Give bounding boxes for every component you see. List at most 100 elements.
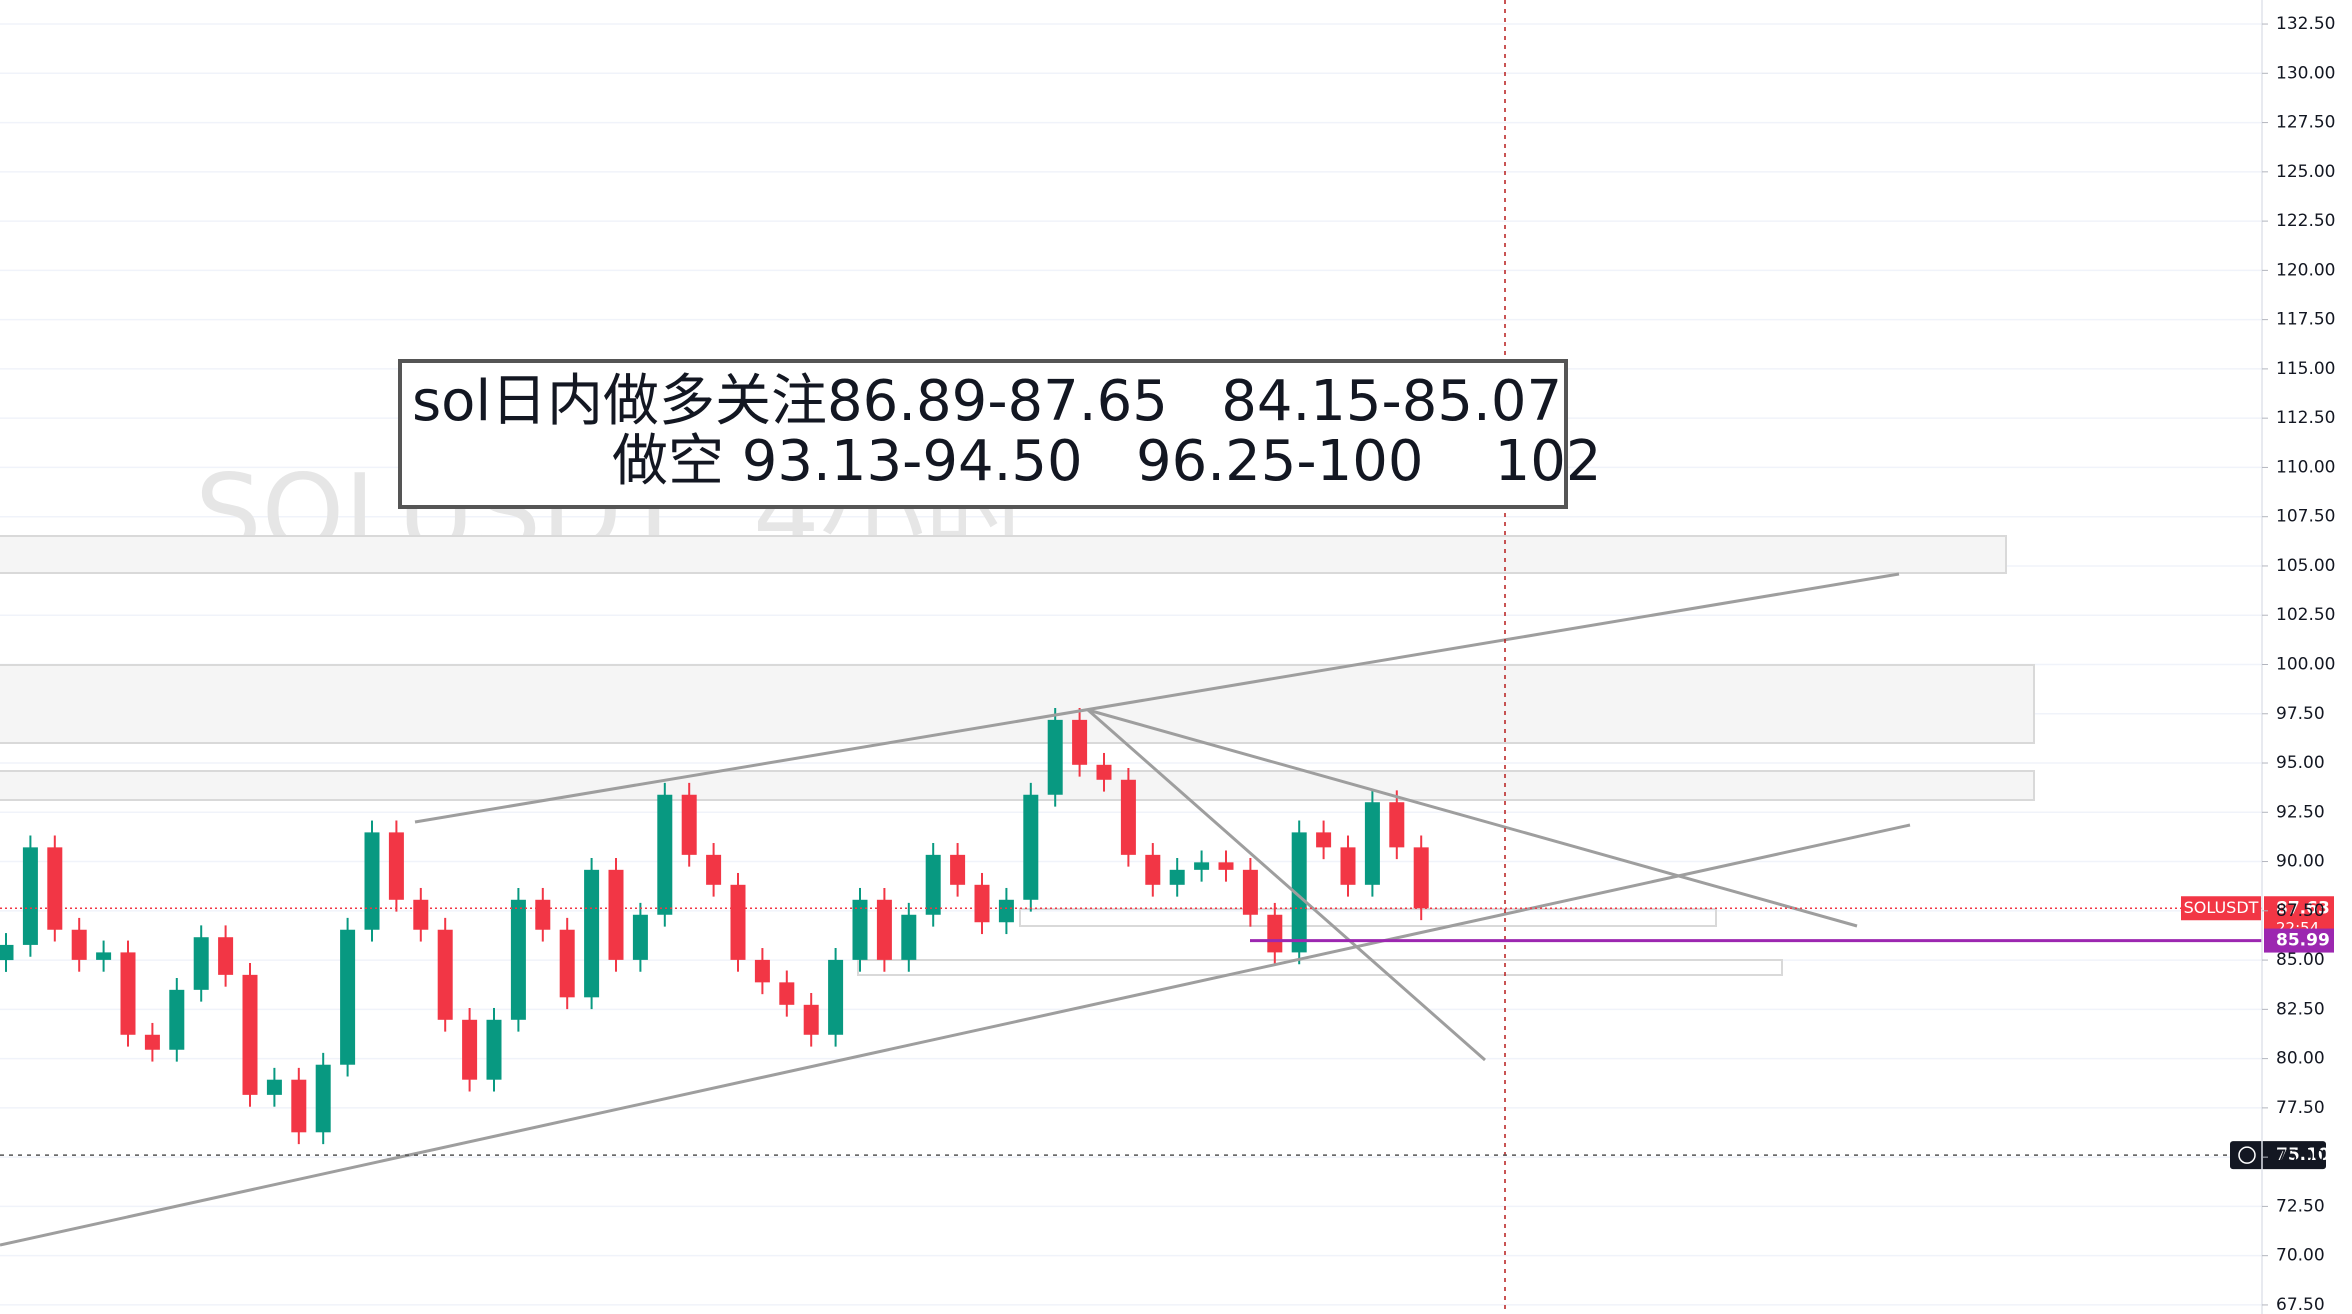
price-axis: 67.50 70.00 72.50 75.00 77.50 80.00 82.50 85.00… [2262, 14, 2335, 1314]
y-tick-label: 80.00 [2276, 1049, 2325, 1069]
candle-body [535, 899, 551, 930]
candle-body [413, 899, 429, 930]
last-price-label: 87.63 [2276, 898, 2330, 918]
candle-body [144, 1034, 160, 1050]
candle-body [1120, 779, 1136, 855]
candle-body [1291, 832, 1307, 953]
y-tick-label: 72.50 [2276, 1196, 2325, 1216]
zone [0, 664, 2035, 744]
candle-body [974, 884, 990, 923]
y-tick-label: 92.50 [2276, 802, 2325, 822]
y-tick-label: 67.50 [2276, 1295, 2325, 1314]
y-tick-label: 95.00 [2276, 753, 2325, 773]
candle-body [730, 884, 746, 960]
candle-body [584, 869, 600, 998]
y-tick-label: 102.50 [2276, 605, 2335, 625]
candles [0, 708, 1429, 1145]
candle-body [315, 1064, 331, 1133]
y-tick-label: 100.00 [2276, 654, 2335, 674]
crosshair-icon [2238, 1146, 2256, 1164]
y-tick-label: 107.50 [2276, 507, 2335, 527]
candle-body [1072, 719, 1088, 765]
candle-body [169, 989, 185, 1050]
crosshair-tag [2230, 1141, 2326, 1170]
candle-body [1023, 794, 1039, 900]
y-tick-label: 82.50 [2276, 999, 2325, 1019]
y-tick-label: 70.00 [2276, 1246, 2325, 1266]
zone [857, 959, 1783, 976]
candle-body [559, 929, 575, 998]
candle-body [462, 1019, 478, 1080]
candle-body [608, 869, 624, 960]
annotation-line: sol日内做多关注86.89-87.65 84.15-85.07 [412, 369, 1562, 434]
candle-body [1096, 764, 1112, 780]
candle-body [96, 952, 112, 960]
y-tick-label: 127.50 [2276, 113, 2335, 133]
candle-body [706, 854, 722, 885]
candle-body [1364, 802, 1380, 885]
crosshair-label: 75.10 [2276, 1145, 2330, 1165]
candle-body [193, 937, 209, 990]
trend-line [1087, 708, 1486, 1062]
candle-body [120, 952, 136, 1035]
candle-body [1145, 854, 1161, 885]
candle-body [0, 944, 14, 961]
annotation-line: 做空 93.13-94.50 96.25-100 102 [612, 429, 1602, 494]
candle-body [291, 1079, 307, 1133]
y-tick-label: 75.00 [2276, 1147, 2325, 1167]
candle-body [901, 914, 917, 960]
y-tick-label: 122.50 [2276, 211, 2335, 231]
y-tick-label: 130.00 [2276, 63, 2335, 83]
candle-body [510, 899, 526, 1020]
zones [0, 535, 2035, 976]
zone [1019, 908, 1717, 927]
y-tick-label: 90.00 [2276, 852, 2325, 872]
trend-line [0, 823, 1911, 1247]
candle-body [852, 899, 868, 960]
y-tick-label: 120.00 [2276, 260, 2335, 280]
candle-body [876, 899, 892, 960]
candle-body [681, 794, 697, 855]
level-tag [2264, 928, 2334, 953]
candle-body [1267, 914, 1283, 953]
candle-body [1047, 719, 1063, 795]
candle-body [1242, 869, 1258, 915]
symbol-tag [2181, 896, 2261, 921]
y-tick-label: 87.50 [2276, 901, 2325, 921]
candle-body [1169, 869, 1185, 885]
candle-body [486, 1019, 502, 1080]
candle-body [1194, 862, 1210, 870]
y-tick-label: 97.50 [2276, 704, 2325, 724]
candle-body [22, 847, 38, 945]
candle-body [340, 929, 356, 1065]
candle-body [1389, 802, 1405, 848]
y-tick-label: 125.00 [2276, 162, 2335, 182]
candle-body [754, 959, 770, 983]
candle-body [1316, 832, 1332, 848]
candle-body [218, 937, 234, 975]
candle-body [1218, 862, 1234, 870]
zone [0, 770, 2035, 801]
candle-body [242, 974, 258, 1095]
y-tick-label: 117.50 [2276, 310, 2335, 330]
candle-body [388, 832, 404, 900]
candle-body [925, 854, 941, 915]
y-tick-label: 115.00 [2276, 359, 2335, 379]
candle-body [803, 1004, 819, 1035]
level-label: 85.99 [2276, 931, 2330, 951]
candle-body [779, 982, 795, 1005]
trend-line [1087, 708, 1858, 928]
y-tick-label: 77.50 [2276, 1098, 2325, 1118]
symbol-label: SOLUSDT [2184, 898, 2259, 917]
y-tick-label: 132.50 [2276, 14, 2335, 34]
y-tick-label: 110.00 [2276, 457, 2335, 477]
trend-line [414, 572, 1900, 824]
candle-body [47, 847, 63, 930]
candle-body [950, 854, 966, 885]
zone [0, 535, 2007, 574]
trend-lines [0, 572, 1911, 1247]
candle-body [437, 929, 453, 1020]
